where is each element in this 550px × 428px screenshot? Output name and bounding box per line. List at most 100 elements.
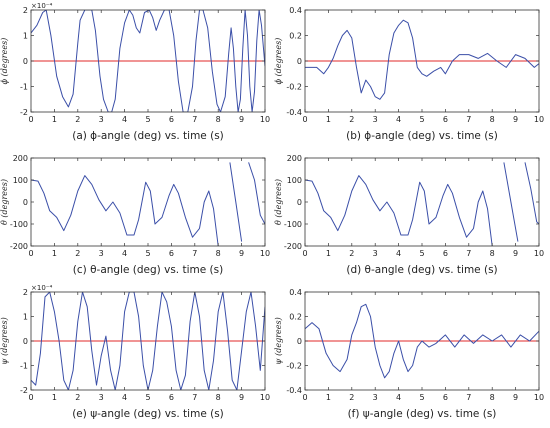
x-tick-label: 7 (466, 115, 471, 124)
chart-panel: 0 1 2 3 4 5 6 7 8 9 10 -200 -100 0 100 200 θ (degrees) (d… (274, 154, 544, 276)
x-tick-label: 0 (302, 115, 307, 124)
x-tick-label: 4 (396, 393, 401, 402)
y-axis-label: θ (degrees) (274, 179, 283, 225)
x-tick-label: 0 (28, 249, 33, 258)
x-tick-label: 3 (373, 115, 378, 124)
subfigure-caption: (f) ψ-angle (deg) vs. time (s) (348, 408, 497, 420)
x-tick-label: 9 (513, 115, 518, 124)
y-tick-label: -100 (284, 220, 302, 229)
x-tick-label: 1 (52, 393, 57, 402)
y-tick-label: 0 (297, 57, 302, 66)
x-tick-label: 5 (145, 249, 150, 258)
x-tick-label: 2 (75, 393, 80, 402)
x-tick-label: 9 (513, 393, 518, 402)
x-tick-label: 6 (443, 115, 448, 124)
x-tick-label: 1 (52, 115, 57, 124)
chart-panel: 0 1 2 3 4 5 6 7 8 9 10 -200 -100 0 100 200 θ (degrees) (c… (0, 154, 270, 276)
subfigure-caption: (c) θ-angle (deg) vs. time (s) (73, 264, 223, 276)
x-tick-label: 1 (326, 249, 331, 258)
series-line (524, 162, 539, 225)
x-tick-label: 2 (349, 115, 354, 124)
x-tick-label: 2 (349, 249, 354, 258)
x-tick-label: 4 (122, 393, 127, 402)
y-tick-label: 2 (23, 6, 28, 15)
y-tick-label: -200 (10, 242, 28, 251)
y-tick-label: -200 (284, 242, 302, 251)
x-tick-label: 10 (534, 249, 544, 258)
y-tick-label: -1 (20, 83, 28, 92)
y-tick-label: 0.2 (289, 32, 302, 41)
series-line (305, 303, 539, 379)
series-line (31, 10, 265, 112)
y-tick-label: 1 (23, 32, 28, 41)
y-axis-label: ψ (degrees) (0, 317, 9, 364)
series-line (305, 175, 493, 246)
x-tick-label: 1 (326, 115, 331, 124)
x-tick-label: 0 (302, 393, 307, 402)
y-tick-label: -2 (20, 108, 28, 117)
x-tick-label: 5 (145, 393, 150, 402)
x-tick-label: 5 (419, 115, 424, 124)
series-line (229, 162, 243, 242)
y-tick-label: 100 (13, 176, 28, 185)
x-tick-label: 4 (122, 249, 127, 258)
y-tick-label: 0 (23, 337, 28, 346)
x-tick-label: 2 (75, 115, 80, 124)
y-tick-label: 0 (297, 337, 302, 346)
x-tick-label: 10 (260, 249, 270, 258)
y-tick-label: -0.4 (286, 386, 302, 395)
chart-panel: 0 1 2 3 4 5 6 7 8 9 10 -0.4 -0.2 0 0.2 0.4 ϕ (degrees) (b… (274, 6, 544, 142)
x-tick-label: 9 (513, 249, 518, 258)
y-tick-label: 0 (23, 198, 28, 207)
x-tick-label: 0 (28, 393, 33, 402)
y-axis-label: θ (degrees) (0, 179, 9, 225)
x-tick-label: 10 (260, 393, 270, 402)
exponent-label: ×10⁻⁴ (31, 2, 52, 10)
y-tick-label: 0.4 (289, 6, 302, 15)
x-tick-label: 2 (75, 249, 80, 258)
x-tick-label: 8 (216, 393, 221, 402)
x-tick-label: 10 (534, 393, 544, 402)
x-tick-label: 8 (490, 115, 495, 124)
series-line (31, 292, 265, 390)
series-line (31, 175, 219, 246)
y-tick-label: 2 (23, 288, 28, 297)
x-tick-label: 7 (192, 249, 197, 258)
series-line (305, 19, 539, 100)
subfigure-caption: (a) ϕ-angle (deg) vs. time (s) (72, 130, 224, 142)
subfigure-caption: (e) ψ-angle (deg) vs. time (s) (72, 408, 224, 420)
x-tick-label: 5 (145, 115, 150, 124)
y-tick-label: 0.4 (289, 288, 302, 297)
x-tick-label: 1 (52, 249, 57, 258)
y-tick-label: 100 (287, 176, 302, 185)
series-line (248, 162, 265, 225)
y-tick-label: -100 (10, 220, 28, 229)
x-tick-label: 10 (260, 115, 270, 124)
y-tick-label: 200 (287, 154, 302, 163)
x-tick-label: 3 (99, 393, 104, 402)
y-tick-label: 200 (13, 154, 28, 163)
y-tick-label: -2 (20, 386, 28, 395)
x-tick-label: 3 (99, 249, 104, 258)
y-tick-label: -0.2 (286, 83, 302, 92)
x-tick-label: 5 (419, 393, 424, 402)
x-tick-label: 4 (396, 249, 401, 258)
y-tick-label: 0 (23, 57, 28, 66)
x-tick-label: 9 (239, 249, 244, 258)
exponent-label: ×10⁻⁴ (31, 284, 52, 292)
x-tick-label: 3 (99, 115, 104, 124)
x-tick-label: 6 (443, 393, 448, 402)
x-tick-label: 0 (302, 249, 307, 258)
series-line (503, 162, 519, 242)
x-tick-label: 8 (490, 393, 495, 402)
subfigure-caption: (d) θ-angle (deg) vs. time (s) (346, 264, 497, 276)
subfigure-caption: (b) ϕ-angle (deg) vs. time (s) (346, 130, 498, 142)
y-tick-label: -1 (20, 362, 28, 371)
x-tick-label: 0 (28, 115, 33, 124)
y-tick-label: -0.2 (286, 362, 302, 371)
x-tick-label: 7 (192, 393, 197, 402)
x-tick-label: 7 (192, 115, 197, 124)
x-tick-label: 4 (122, 115, 127, 124)
